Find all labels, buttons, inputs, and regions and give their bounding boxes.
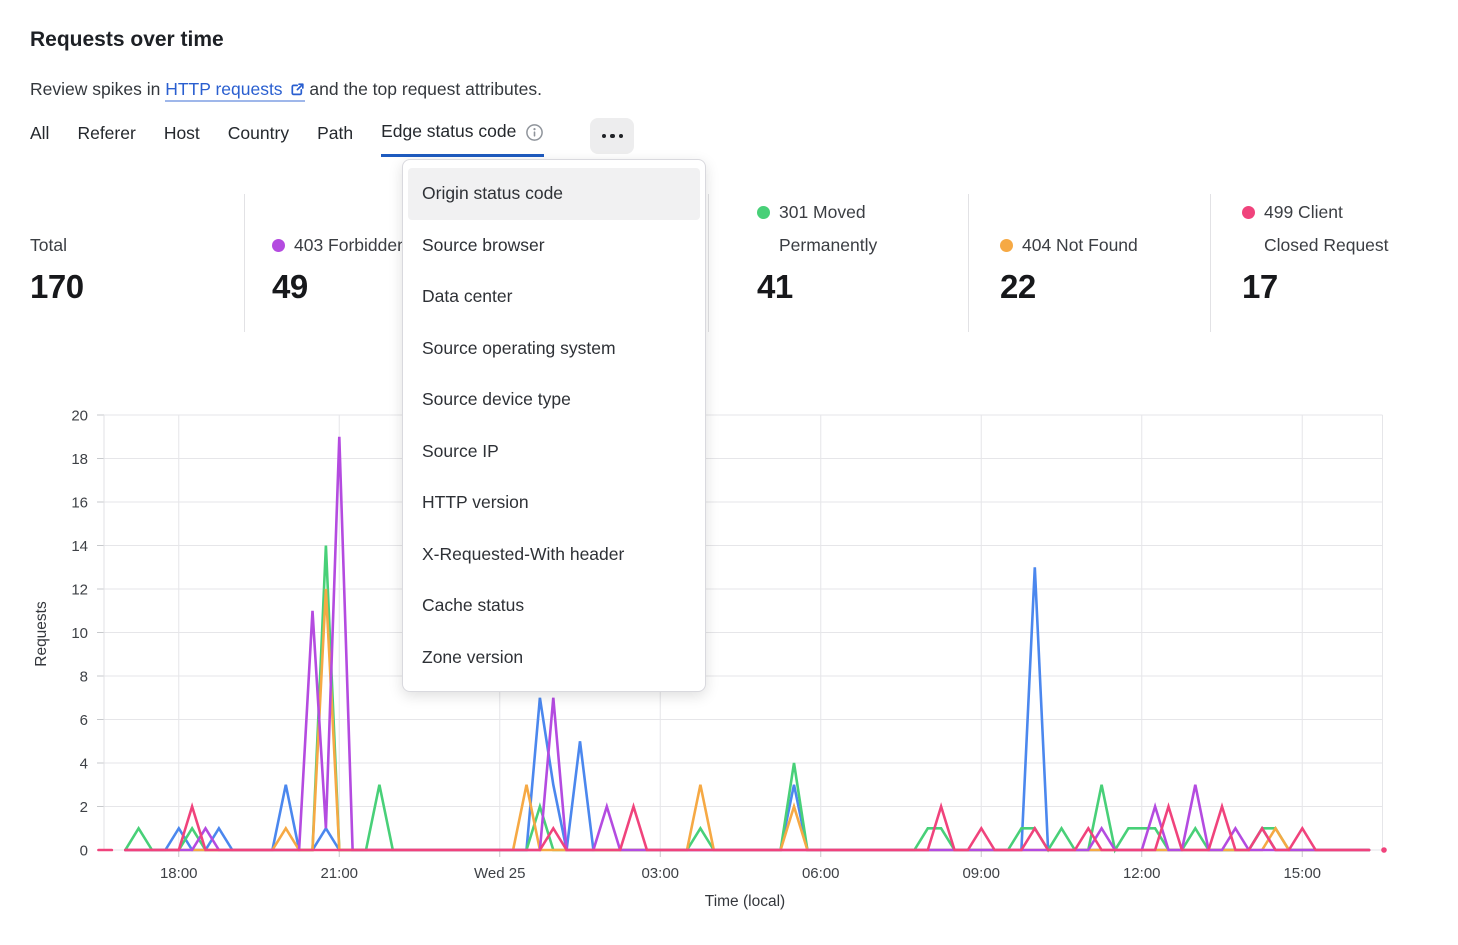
http-requests-link-label: HTTP requests — [165, 78, 283, 99]
more-tabs-button[interactable] — [590, 118, 635, 154]
stat-total: Total 170 — [30, 196, 84, 306]
menu-item-http-version[interactable]: HTTP version — [422, 492, 529, 512]
http-requests-link[interactable]: HTTP requests — [165, 78, 305, 102]
tab-host[interactable]: Host — [163, 122, 200, 143]
svg-text:0: 0 — [80, 843, 88, 860]
svg-text:6: 6 — [80, 712, 88, 729]
external-link-icon — [290, 81, 305, 102]
menu-item-source-ip[interactable]: Source IP — [422, 440, 499, 461]
svg-text:Requests: Requests — [33, 601, 50, 667]
svg-text:12: 12 — [71, 582, 88, 599]
svg-text:14: 14 — [71, 538, 88, 555]
menu-item-data-center[interactable]: Data center — [422, 286, 513, 306]
attribute-dropdown-menu: Origin status code Source browser Data c… — [402, 159, 706, 692]
stat-404-not-found: 404 Not Found 22 — [1000, 196, 1138, 306]
info-icon[interactable] — [525, 123, 544, 142]
svg-text:Wed 25: Wed 25 — [474, 865, 525, 882]
page-title: Requests over time — [30, 28, 224, 52]
svg-text:15:00: 15:00 — [1283, 865, 1321, 882]
menu-item-source-device-type[interactable]: Source device type — [422, 389, 571, 409]
svg-text:06:00: 06:00 — [802, 865, 840, 882]
svg-text:12:00: 12:00 — [1123, 865, 1161, 882]
stat-301-label-line1: 301 Moved — [779, 202, 866, 222]
series-dot-499 — [1242, 206, 1255, 219]
menu-item-zone-version[interactable]: Zone version — [422, 646, 524, 667]
svg-text:20: 20 — [71, 408, 88, 425]
stat-404-label: 404 Not Found — [1022, 235, 1138, 255]
tab-referer[interactable]: Referer — [77, 122, 136, 143]
stat-total-label: Total — [30, 235, 67, 255]
svg-text:03:00: 03:00 — [641, 865, 679, 882]
stat-301-value: 41 — [757, 268, 793, 305]
tab-edge-status-code-label: Edge status code — [381, 121, 517, 141]
stat-301-moved-permanently: 301 Moved Permanently 41 — [757, 196, 877, 306]
stat-divider — [244, 194, 245, 332]
requests-line-chart: 0 2 4 6 8 10 12 14 16 18 20 18:00 21:00 Wed 25 03:00 06… — [33, 408, 1387, 910]
svg-text:21:00: 21:00 — [320, 865, 358, 882]
tab-country[interactable]: Country — [227, 122, 290, 143]
menu-item-origin-status-code[interactable]: Origin status code — [408, 168, 700, 220]
stat-499-label-line1: 499 Client — [1264, 202, 1343, 222]
stat-404-value: 22 — [1000, 268, 1036, 305]
subtitle: Review spikes in HTTP requests and the t… — [30, 78, 542, 102]
svg-text:10: 10 — [71, 625, 88, 642]
subtitle-prefix: Review spikes in — [30, 78, 166, 99]
svg-text:4: 4 — [80, 756, 88, 773]
stat-499-label-line2: Closed Request — [1264, 235, 1389, 255]
stat-403-label: 403 Forbidden — [294, 235, 407, 255]
tab-edge-status-code[interactable]: Edge status code — [381, 121, 545, 157]
svg-text:18: 18 — [71, 451, 88, 468]
svg-text:09:00: 09:00 — [962, 865, 1000, 882]
stat-total-value: 170 — [30, 268, 84, 305]
stat-499-client-closed: 499 Client Closed Request 17 — [1242, 196, 1389, 306]
svg-text:8: 8 — [80, 669, 88, 686]
menu-item-source-browser[interactable]: Source browser — [422, 234, 545, 255]
svg-text:18:00: 18:00 — [160, 865, 198, 882]
stat-301-label-line2: Permanently — [779, 235, 878, 255]
stat-403-value: 49 — [272, 268, 308, 305]
tab-all[interactable]: All — [30, 122, 50, 143]
svg-text:2: 2 — [80, 799, 88, 816]
more-options-icon — [601, 133, 607, 139]
svg-text:16: 16 — [71, 495, 88, 512]
menu-item-source-operating-system[interactable]: Source operating system — [422, 337, 616, 358]
series-dot-301 — [757, 206, 770, 219]
requests-over-time-chart: 0 2 4 6 8 10 12 14 16 18 20 18:00 21:00 Wed 25 03:00 06… — [0, 400, 1458, 940]
stat-divider — [968, 194, 969, 332]
series-dot-403 — [272, 239, 285, 252]
attribute-tabs: All Referer Host Country Path Edge statu… — [30, 118, 635, 160]
subtitle-suffix: and the top request attributes. — [304, 78, 542, 99]
stat-499-value: 17 — [1242, 268, 1278, 305]
tab-path[interactable]: Path — [317, 122, 354, 143]
stat-divider — [1210, 194, 1211, 332]
stat-403-forbidden: 403 Forbidden 49 — [272, 196, 407, 306]
svg-text:Time (local): Time (local) — [705, 893, 785, 910]
menu-item-cache-status[interactable]: Cache status — [422, 595, 525, 615]
menu-item-x-requested-with-header[interactable]: X-Requested-With header — [422, 543, 625, 564]
stat-divider — [708, 194, 709, 332]
series-dot-404 — [1000, 239, 1013, 252]
